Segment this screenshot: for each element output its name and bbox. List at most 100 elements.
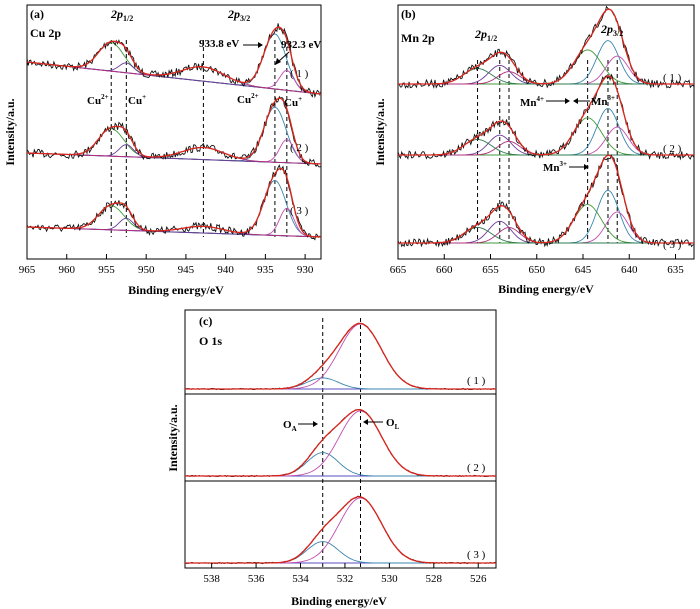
raw-spectrum — [184, 322, 497, 391]
panel-label: (a) — [30, 7, 44, 21]
sample-label-3: ( 3 ) — [663, 239, 682, 251]
fit-component — [398, 64, 694, 85]
fit-envelope — [185, 408, 496, 477]
fit-component — [398, 134, 694, 156]
x-tick-label: 660 — [436, 264, 453, 276]
fit-component — [398, 189, 694, 244]
fit-component — [185, 323, 496, 390]
x-tick-label: 635 — [667, 264, 684, 276]
sample-label-2: ( 2 ) — [290, 142, 309, 154]
fit-component — [398, 139, 694, 156]
x-tick-label: 935 — [257, 264, 274, 276]
energy-annotation-932: 932.3 eV — [281, 39, 321, 51]
fit-component — [185, 497, 496, 564]
x-tick-label: 665 — [390, 264, 407, 276]
cu1-label: Cu+ — [128, 93, 146, 107]
x-axis-label: Binding energy/eV — [291, 594, 387, 608]
x-tick-label: 538 — [203, 573, 220, 585]
sample-label-1: ( 1 ) — [663, 72, 682, 84]
x-tick-label: 950 — [138, 264, 155, 276]
fit-component — [398, 211, 694, 244]
raw-spectrum — [184, 408, 497, 478]
fit-component — [185, 541, 496, 564]
element-label: O 1s — [199, 334, 222, 348]
fit-component — [185, 377, 496, 390]
mn4-label: Mn4+ — [520, 95, 544, 109]
fit-component — [398, 220, 694, 244]
fit-envelope — [27, 167, 322, 238]
fit-component — [185, 410, 496, 477]
fit-envelope — [398, 75, 694, 156]
fit-component — [398, 108, 694, 156]
panel-a: 965 960 955 950 945 940 935 930 (a) Cu 2p Bindi… — [3, 4, 322, 297]
x-tick-label: 940 — [217, 264, 234, 276]
sample-label-2: ( 2 ) — [467, 462, 486, 474]
sample-label-3: ( 3 ) — [467, 549, 486, 561]
oa-label: OA — [283, 419, 297, 433]
fit-component — [27, 207, 321, 238]
fit-component — [185, 452, 496, 477]
x-tick-label: 526 — [470, 573, 487, 585]
cu1-label: Cu+ — [284, 95, 302, 109]
x-tick-label: 965 — [19, 264, 36, 276]
fit-component — [398, 49, 694, 85]
fit-envelope — [185, 496, 496, 564]
peak-2p12-label: 2p1/2 — [110, 7, 133, 23]
panel-label: (c) — [199, 314, 212, 328]
element-label: Mn 2p — [401, 31, 435, 45]
x-tick-label: 536 — [248, 573, 265, 585]
x-tick-label: 650 — [529, 264, 546, 276]
x-tick-label: 655 — [482, 264, 499, 276]
panel-b: 665 660 655 650 645 640 635 (b) Mn 2p Binding … — [373, 4, 695, 296]
x-tick-label: 945 — [178, 264, 195, 276]
x-tick-label: 640 — [621, 264, 638, 276]
plot-frame — [26, 4, 322, 260]
plot-frame — [397, 4, 695, 260]
raw-spectrum — [26, 95, 322, 168]
x-tick-label: 955 — [98, 264, 115, 276]
mn3-label: Mn3+ — [591, 94, 615, 108]
fit-component — [398, 117, 694, 156]
raw-spectrum — [397, 73, 695, 161]
mn3-label: Mn3+ — [543, 160, 567, 174]
sample-label-2: ( 2 ) — [663, 143, 682, 155]
x-axis-label: Binding energy/eV — [498, 282, 594, 296]
x-tick-label: 645 — [575, 264, 592, 276]
fit-component — [26, 42, 322, 95]
fit-component — [398, 204, 694, 244]
raw-spectrum — [397, 154, 695, 248]
y-axis-label: Intensity/a.u. — [373, 98, 387, 165]
x-tick-label: 930 — [297, 264, 314, 276]
fit-envelope — [27, 97, 322, 165]
cu2-label: Cu2+ — [237, 92, 259, 106]
x-axis-label: Binding energy/eV — [128, 283, 224, 297]
sample-label-1: ( 1 ) — [467, 375, 486, 387]
panel-c: 538 536 534 532 530 528 526 (c) O 1s Binding e… — [166, 309, 497, 608]
fit-envelope — [26, 26, 322, 95]
fit-envelope — [398, 154, 694, 244]
energy-annotation-933: 933.8 eV — [199, 38, 239, 50]
element-label: Cu 2p — [30, 26, 61, 40]
raw-spectrum — [26, 23, 322, 99]
fit-envelope — [398, 8, 694, 85]
fit-component — [398, 126, 694, 156]
fit-component — [398, 55, 694, 85]
x-tick-label: 534 — [292, 573, 309, 585]
peak-2p12-label: 2p1/2 — [474, 27, 497, 43]
x-tick-label: 532 — [337, 573, 354, 585]
panel-label: (b) — [401, 7, 416, 21]
cu2-label: Cu2+ — [87, 93, 109, 107]
x-tick-label: 960 — [58, 264, 75, 276]
sample-label-1: ( 1 ) — [290, 68, 309, 80]
raw-spectrum — [184, 495, 496, 565]
y-axis-label: Intensity/a.u. — [3, 98, 17, 165]
peak-2p32-label: 2p3/2 — [600, 22, 623, 38]
x-tick-label: 528 — [426, 573, 443, 585]
sample-label-3: ( 3 ) — [290, 205, 309, 217]
raw-spectrum — [397, 5, 695, 89]
fit-component — [398, 40, 694, 85]
y-axis-label: Intensity/a.u. — [166, 404, 180, 471]
plot-frame — [184, 309, 497, 569]
peak-2p32-label: 2p3/2 — [227, 7, 250, 23]
